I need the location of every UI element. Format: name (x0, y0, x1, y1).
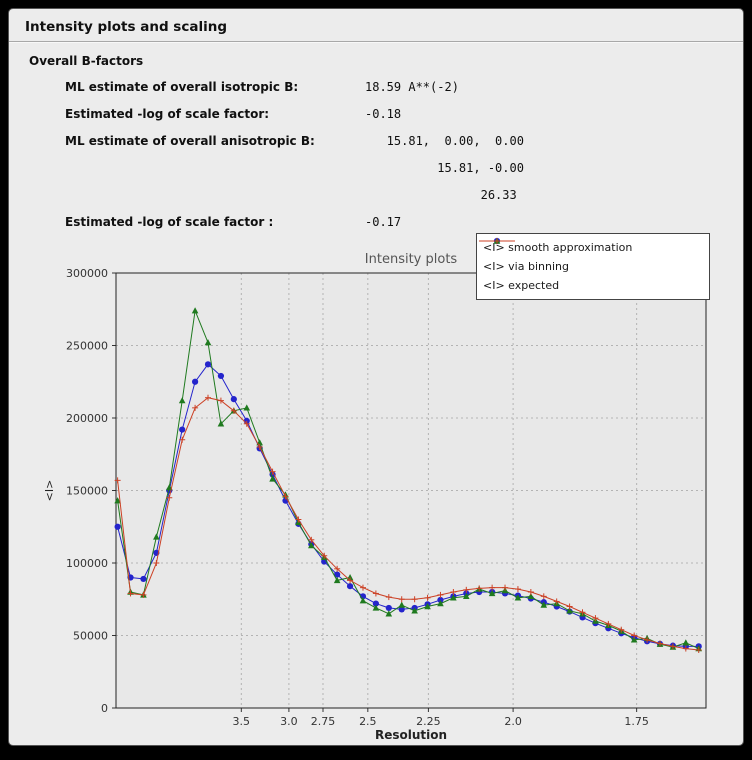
plot-frame (115, 272, 707, 709)
x-tick-label: 2.5 (359, 715, 377, 728)
series-2 (114, 394, 702, 653)
series-1-line (117, 308, 699, 650)
chart-legend: <I> smooth approximation <I> via binning <… (476, 233, 710, 300)
legend-label: <I> expected (483, 279, 560, 292)
stat-label: Estimated -log of scale factor: (65, 106, 270, 121)
title-separator (9, 41, 743, 43)
y-tick-label: 200000 (66, 412, 108, 425)
triangle-marker (153, 533, 160, 540)
stat-value: 15.81, -0.00 (365, 160, 524, 175)
triangle-marker (450, 594, 457, 601)
x-tick-label: 2.25 (416, 715, 441, 728)
circle-marker (217, 372, 225, 380)
y-axis-label: <I> (43, 480, 56, 502)
x-tick-label: 1.75 (624, 715, 649, 728)
triangle-marker (462, 592, 470, 600)
stat-row: Estimated -log of scale factor : -0.17 (65, 208, 524, 235)
y-tick-label: 50000 (73, 630, 108, 643)
triangle-marker (424, 603, 431, 610)
legend-label: <I> via binning (483, 260, 569, 273)
stat-label: ML estimate of overall isotropic B: (65, 79, 299, 94)
triangle-marker (191, 307, 199, 314)
window-title: Intensity plots and scaling (25, 19, 227, 35)
circle-marker (385, 604, 392, 612)
triangle-marker (359, 597, 367, 604)
triangle-marker (682, 639, 690, 646)
circle-marker (398, 606, 405, 613)
triangle-marker (398, 601, 406, 608)
circle-marker (114, 523, 121, 530)
stat-row: 15.81, -0.00 (65, 154, 524, 181)
stat-row: ML estimate of overall anisotropic B: 15… (65, 127, 524, 154)
legend-item: <I> expected (479, 238, 703, 295)
chart-canvas: 0 50000 100000 150000 200000 250000 300000 3.5 3… (43, 252, 707, 742)
circle-marker (346, 583, 354, 590)
x-tick-label: 3.5 (233, 715, 251, 728)
circle-marker (437, 596, 444, 604)
triangle-marker (385, 610, 393, 617)
chart-title: Intensity plots (365, 252, 458, 267)
triangle-marker (411, 607, 418, 614)
stat-value: -0.18 (365, 106, 402, 121)
b-factor-stats: ML estimate of overall isotropic B: 18.5… (65, 73, 524, 235)
triangle-marker (217, 420, 225, 427)
triangle-marker (269, 475, 276, 482)
stat-label: ML estimate of overall anisotropic B: (65, 133, 315, 148)
triangle-marker (333, 576, 341, 584)
triangle-marker (114, 497, 121, 504)
plus-legend-sample (479, 238, 515, 244)
triangle-marker (540, 601, 548, 608)
circle-marker (334, 571, 341, 578)
stat-value: 15.81, 0.00, 0.00 (365, 133, 524, 148)
triangle-marker (488, 589, 496, 597)
stat-row: 26.33 (65, 181, 524, 208)
triangle-marker (243, 404, 251, 411)
triangle-marker (566, 607, 573, 614)
y-tick-label: 0 (101, 702, 108, 715)
stat-value: -0.17 (365, 214, 402, 229)
stat-value: 26.33 (365, 187, 517, 202)
circle-marker (204, 361, 212, 368)
stat-row: Estimated -log of scale factor: -0.18 (65, 100, 524, 127)
circle-marker (191, 378, 199, 385)
triangle-marker (514, 594, 522, 601)
x-tick-label: 3.0 (280, 715, 298, 728)
series-2-line (117, 397, 699, 651)
x-tick-label: 2.75 (311, 715, 336, 728)
intensity-plots-window: Intensity plots and scaling Overall B-fa… (8, 8, 744, 746)
y-tick-label: 100000 (66, 557, 108, 570)
y-tick-label: 300000 (66, 267, 108, 280)
triangle-marker (630, 636, 638, 643)
triangle-marker (372, 604, 380, 611)
y-tick-label: 150000 (66, 485, 108, 498)
circle-marker (140, 575, 147, 583)
y-tick-label: 250000 (66, 340, 108, 353)
circle-marker (179, 426, 186, 433)
section-title-overall-b-factors: Overall B-factors (29, 54, 144, 68)
stat-row: ML estimate of overall isotropic B: 18.5… (65, 73, 524, 100)
x-axis-label: Resolution (375, 728, 447, 742)
x-tick-label: 2.0 (504, 715, 522, 728)
legend-label: <I> smooth approximation (483, 241, 633, 254)
legend-item: <I> via binning (479, 237, 703, 276)
triangle-marker (437, 600, 444, 607)
triangle-marker (527, 592, 535, 600)
circle-marker (372, 600, 379, 607)
triangle-marker (308, 542, 315, 549)
triangle-marker (204, 339, 212, 346)
intensity-chart: 0 50000 100000 150000 200000 250000 300000 3.5 3… (21, 231, 733, 743)
stat-label: Estimated -log of scale factor : (65, 214, 274, 229)
stat-value: 18.59 A**(-2) (365, 79, 459, 94)
triangle-marker (178, 397, 186, 404)
circle-marker (230, 396, 237, 403)
series-0-line (117, 363, 699, 647)
